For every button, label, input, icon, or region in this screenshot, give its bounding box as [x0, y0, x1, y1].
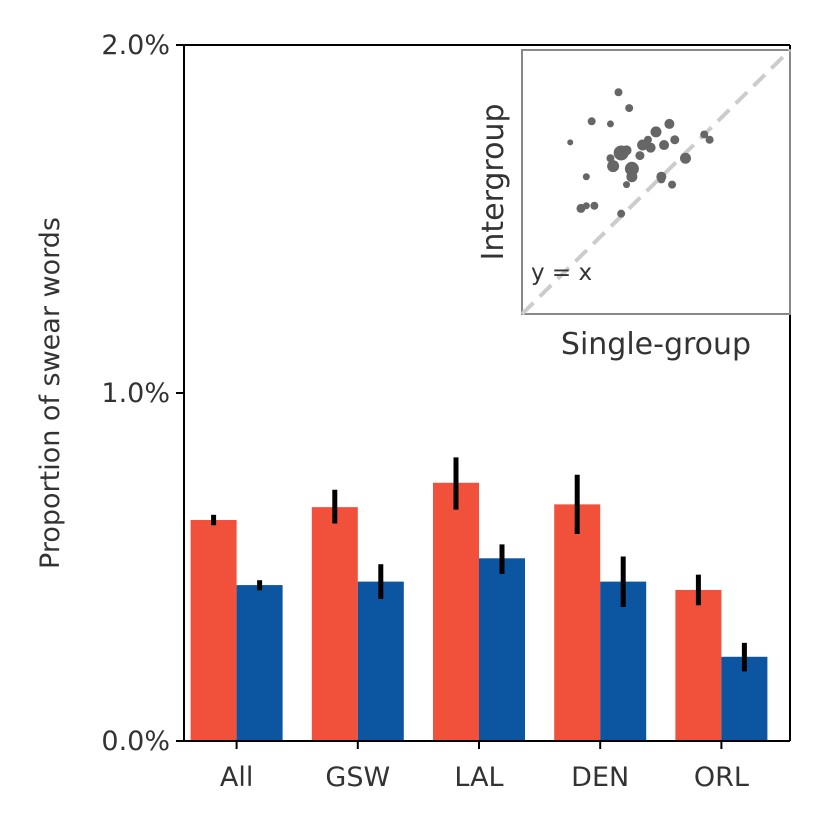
- inset-point: [659, 140, 670, 151]
- inset-point: [614, 88, 623, 97]
- x-tick-label: DEN: [571, 762, 629, 793]
- inset-reference-line: [520, 48, 792, 316]
- inset-point: [606, 120, 614, 128]
- inset-point: [587, 117, 596, 126]
- bar-den-single-group: [600, 581, 647, 741]
- bar-lal-single-group: [479, 558, 525, 741]
- y-axis-title: Proportion of swear words: [35, 217, 66, 569]
- bar-gsw-intergroup: [311, 507, 358, 741]
- inset-point: [582, 202, 590, 210]
- x-ticks: All GSW LAL DEN ORL: [220, 741, 749, 793]
- x-tick-label: All: [220, 762, 253, 793]
- inset-point: [670, 135, 680, 145]
- inset-point: [582, 173, 590, 181]
- inset-annotation: y = x: [531, 260, 592, 286]
- inset-point: [626, 171, 638, 183]
- inset-point: [668, 180, 677, 189]
- inset-point: [590, 201, 599, 210]
- inset-point: [664, 118, 675, 129]
- inset-point: [607, 160, 620, 173]
- y-tick-label: 0.0%: [101, 726, 170, 757]
- bar-orl-intergroup: [675, 589, 722, 741]
- inset-point: [617, 209, 626, 218]
- bar-all-single-group: [236, 585, 283, 741]
- bar-den-intergroup: [554, 504, 601, 741]
- inset-point: [650, 126, 662, 138]
- inset-point: [625, 104, 634, 113]
- error-bars-layer: [211, 457, 747, 672]
- inset-point: [705, 135, 714, 144]
- inset-scatter: y = x Single-group Intergroup: [476, 48, 792, 362]
- inset-point: [567, 139, 574, 146]
- x-tick-label: ORL: [694, 762, 749, 793]
- bar-all-intergroup: [190, 520, 237, 741]
- bars-layer: [190, 482, 768, 741]
- inset-point: [645, 142, 656, 153]
- inset-point: [700, 130, 709, 139]
- inset-point: [679, 152, 691, 164]
- x-tick-label: GSW: [325, 762, 390, 793]
- inset-point: [635, 151, 645, 161]
- inset-point: [637, 139, 649, 151]
- bar-gsw-single-group: [357, 581, 404, 741]
- y-ticks: 0.0% 1.0% 2.0%: [101, 30, 184, 757]
- x-tick-label: LAL: [454, 762, 503, 793]
- y-tick-label: 1.0%: [101, 378, 170, 409]
- inset-points: [567, 88, 714, 218]
- inset-point: [657, 175, 666, 184]
- inset-x-label: Single-group: [561, 327, 751, 362]
- bar-lal-intergroup: [433, 482, 479, 741]
- inset-y-label: Intergroup: [476, 103, 511, 260]
- inset-point: [613, 145, 629, 161]
- inset-point: [623, 181, 631, 189]
- y-tick-label: 2.0%: [101, 30, 170, 61]
- inset-point: [624, 161, 639, 176]
